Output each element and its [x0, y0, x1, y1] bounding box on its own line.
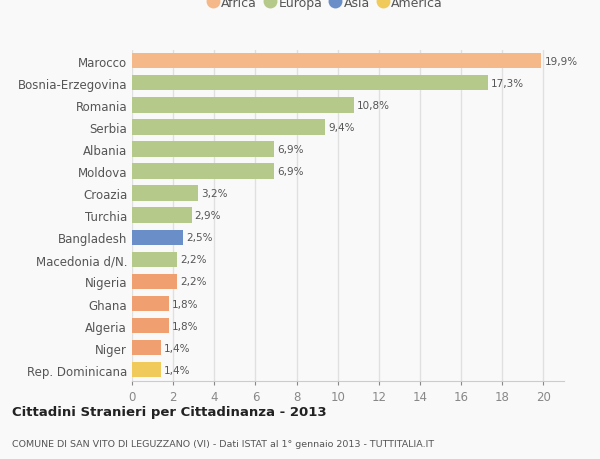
Bar: [132, 54, 541, 69]
Text: 1,4%: 1,4%: [164, 365, 190, 375]
Bar: [132, 186, 198, 202]
Bar: [132, 230, 184, 246]
Bar: [132, 274, 177, 290]
Text: 1,8%: 1,8%: [172, 299, 199, 309]
Text: 3,2%: 3,2%: [201, 189, 227, 199]
Text: 1,4%: 1,4%: [164, 343, 190, 353]
Text: 2,2%: 2,2%: [181, 277, 207, 287]
Text: 2,2%: 2,2%: [181, 255, 207, 265]
Bar: [132, 252, 177, 268]
Text: 10,8%: 10,8%: [357, 101, 390, 111]
Bar: [132, 164, 274, 179]
Legend: Africa, Europa, Asia, America: Africa, Europa, Asia, America: [210, 0, 443, 10]
Text: 17,3%: 17,3%: [491, 78, 524, 89]
Text: 9,4%: 9,4%: [328, 123, 355, 133]
Bar: [132, 340, 161, 356]
Bar: [132, 318, 169, 334]
Text: 6,9%: 6,9%: [277, 167, 304, 177]
Text: 6,9%: 6,9%: [277, 145, 304, 155]
Text: Cittadini Stranieri per Cittadinanza - 2013: Cittadini Stranieri per Cittadinanza - 2…: [12, 405, 326, 419]
Bar: [132, 362, 161, 378]
Text: 19,9%: 19,9%: [544, 56, 578, 67]
Bar: [132, 296, 169, 312]
Text: 2,9%: 2,9%: [195, 211, 221, 221]
Bar: [132, 76, 488, 91]
Text: COMUNE DI SAN VITO DI LEGUZZANO (VI) - Dati ISTAT al 1° gennaio 2013 - TUTTITALI: COMUNE DI SAN VITO DI LEGUZZANO (VI) - D…: [12, 439, 434, 448]
Text: 2,5%: 2,5%: [187, 233, 213, 243]
Bar: [132, 208, 191, 224]
Bar: [132, 120, 325, 135]
Text: 1,8%: 1,8%: [172, 321, 199, 331]
Bar: [132, 142, 274, 157]
Bar: [132, 98, 354, 113]
